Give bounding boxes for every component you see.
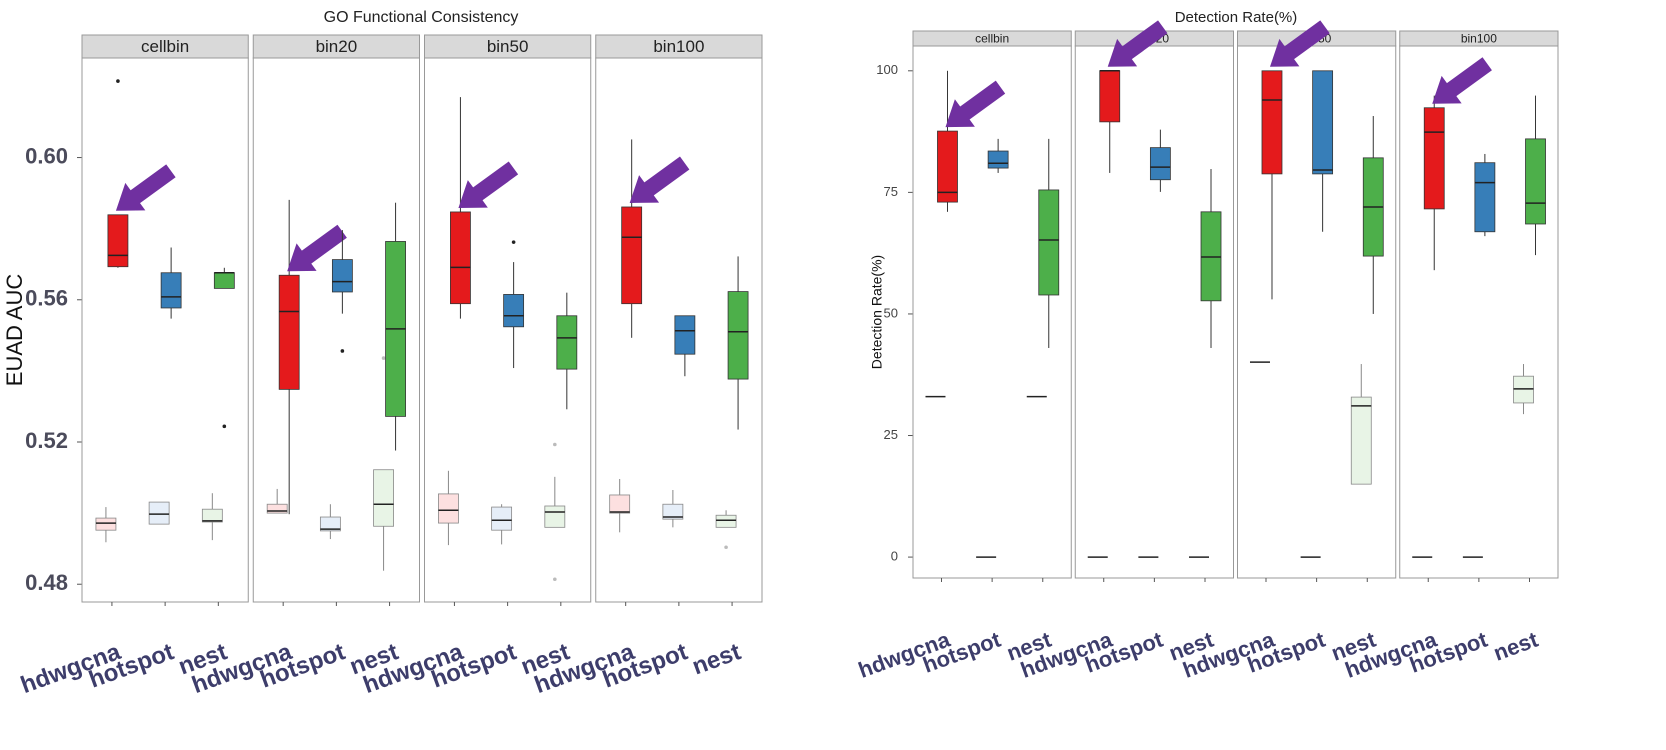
- arrow: [115, 164, 176, 211]
- box: [491, 506, 513, 531]
- box: [1350, 396, 1372, 485]
- box: [213, 272, 235, 289]
- box: [1474, 162, 1496, 233]
- y-tick-label: 25: [884, 427, 898, 442]
- box: [1312, 70, 1334, 175]
- box: [148, 501, 170, 525]
- y-tick-label: 0.60: [25, 143, 68, 168]
- outlier: [222, 424, 227, 429]
- box: [278, 274, 300, 390]
- box: [1261, 70, 1283, 175]
- box: [715, 514, 737, 528]
- facet-label: bin100: [653, 37, 704, 56]
- box: [1149, 147, 1171, 181]
- chart-title: GO Functional Consistency: [324, 9, 519, 26]
- box: [674, 315, 696, 355]
- facet-label: cellbin: [975, 32, 1009, 46]
- outlier: [553, 577, 557, 582]
- outlier: [511, 240, 516, 244]
- facet-label: bin50: [487, 37, 529, 56]
- facet-panel: [1399, 45, 1559, 579]
- y-axis-label: EUAD AUC: [2, 274, 27, 387]
- box: [107, 214, 129, 268]
- box: [331, 259, 353, 293]
- box: [609, 494, 631, 514]
- box: [556, 315, 578, 370]
- box: [1423, 107, 1445, 210]
- arrow: [287, 224, 347, 272]
- box: [266, 503, 288, 514]
- box: [987, 150, 1009, 169]
- arrow: [1107, 20, 1168, 67]
- box: [727, 291, 749, 380]
- box: [1038, 189, 1060, 296]
- box: [319, 516, 341, 532]
- chart-title: Detection Rate(%): [1175, 9, 1298, 26]
- y-tick-label: 0.52: [25, 428, 68, 453]
- facet-label: bin20: [316, 37, 358, 56]
- arrow: [945, 80, 1006, 128]
- arrow: [1432, 57, 1492, 104]
- box: [95, 517, 117, 531]
- facet-label: cellbin: [141, 37, 189, 56]
- arrow: [629, 156, 690, 203]
- box: [160, 272, 182, 309]
- box: [544, 505, 566, 528]
- y-tick-label: 75: [884, 184, 898, 199]
- outlier: [116, 79, 120, 83]
- outlier: [381, 356, 386, 360]
- box: [438, 493, 459, 524]
- y-tick-label: 100: [876, 62, 898, 77]
- arrow: [458, 161, 519, 208]
- facet-label: bin100: [1461, 32, 1497, 46]
- box: [1525, 138, 1546, 225]
- box: [1099, 70, 1121, 123]
- box: [450, 211, 471, 305]
- y-tick-label: 50: [884, 305, 898, 320]
- box: [373, 469, 394, 527]
- y-tick-label: 0: [891, 549, 898, 564]
- y-tick-label: 0.48: [25, 570, 68, 595]
- box: [201, 508, 223, 523]
- outlier: [340, 349, 345, 353]
- y-tick-label: 0.56: [25, 286, 68, 311]
- box: [621, 206, 643, 305]
- box: [503, 294, 525, 328]
- outlier: [724, 545, 728, 550]
- y-axis-label: Detection Rate(%): [869, 255, 885, 369]
- outlier: [553, 442, 557, 447]
- arrow: [1269, 20, 1330, 67]
- box: [937, 130, 958, 203]
- box: [662, 503, 684, 520]
- facet-panel: [912, 45, 1072, 579]
- facet-panel: [1074, 45, 1234, 579]
